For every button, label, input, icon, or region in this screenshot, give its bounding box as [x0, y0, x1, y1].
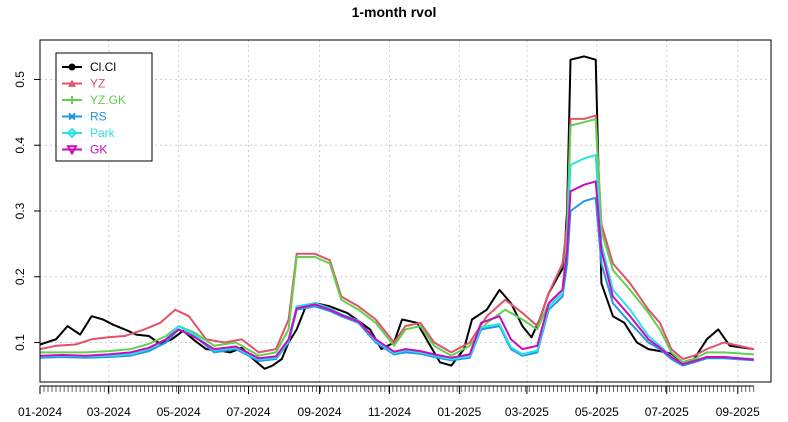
- x-tick-label: 03-2025: [505, 405, 549, 419]
- x-tick-label: 09-2024: [298, 405, 342, 419]
- y-tick-label: 0.5: [13, 71, 27, 88]
- legend-item-yz-gk: YZ.GK: [62, 93, 126, 107]
- x-tick-label: 05-2025: [575, 405, 619, 419]
- x-tick-label: 01-2025: [437, 405, 481, 419]
- y-tick-label: 0.3: [13, 202, 27, 219]
- x-axis: 01-2024 03-2024 05-2024 07-2024 09-2024 11-20…: [18, 385, 760, 419]
- x-tick-label: 05-2024: [157, 405, 201, 419]
- legend-marker-circle-icon: [68, 63, 76, 71]
- y-tick-label: 0.1: [13, 334, 27, 351]
- legend-item-rs: RS: [62, 110, 107, 124]
- y-axis: 0.1 0.2 0.3 0.4 0.5: [13, 71, 41, 351]
- series-line-yz-gk: [40, 117, 754, 364]
- legend-box: [55, 52, 153, 162]
- legend-marker-plus-icon: [68, 96, 76, 104]
- legend-item-cl-cl: Cl.Cl: [62, 60, 116, 74]
- y-tick-label: 0.4: [13, 137, 27, 154]
- chart-title: 1-month rvol: [352, 4, 437, 20]
- series-line-yz: [39, 114, 755, 360]
- x-tick-label: 07-2024: [227, 405, 271, 419]
- legend-label: Park: [90, 126, 116, 140]
- series-lines: [39, 55, 755, 370]
- legend-item-park: Park: [62, 126, 116, 140]
- x-tick-label: 09-2025: [716, 405, 760, 419]
- legend-label: YZ.GK: [90, 93, 126, 107]
- legend-marker-triangle-down-icon: [66, 145, 78, 156]
- legend-item-yz: YZ: [62, 77, 105, 91]
- legend-marker-triangle-icon: [68, 79, 76, 87]
- legend-label: RS: [90, 110, 107, 124]
- legend-marker-cross-icon: [68, 112, 76, 121]
- legend-marker-diamond-icon: [66, 127, 78, 139]
- legend-label: YZ: [90, 77, 105, 91]
- legend-item-gk: GK: [62, 143, 107, 157]
- legend: Cl.Cl YZ YZ.GK RS Park GK: [55, 52, 153, 162]
- legend-label: GK: [90, 143, 107, 157]
- y-tick-label: 0.2: [13, 268, 27, 285]
- legend-label: Cl.Cl: [90, 60, 116, 74]
- x-tick-label: 03-2024: [87, 405, 131, 419]
- x-tick-label: 11-2024: [368, 405, 411, 419]
- series-line-park: [39, 154, 754, 366]
- x-minor-ticks: [39, 386, 755, 392]
- x-tick-label: 01-2024: [18, 405, 62, 419]
- series-line-gk: [39, 180, 754, 366]
- x-tick-label: 07-2025: [645, 405, 689, 419]
